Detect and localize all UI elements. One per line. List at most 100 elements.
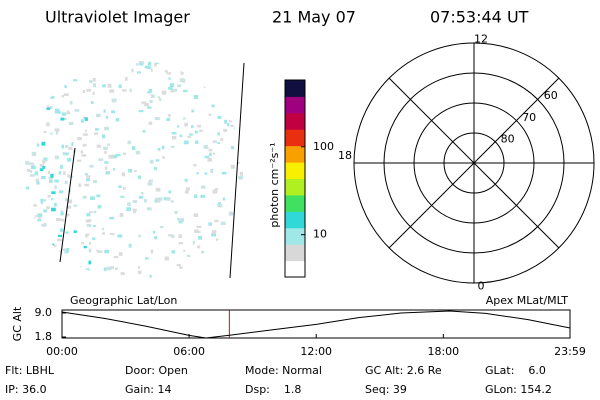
pixel — [212, 189, 218, 194]
pixel — [96, 61, 101, 65]
pixel — [26, 83, 31, 86]
pixel — [163, 197, 168, 201]
pixel — [159, 98, 162, 102]
x-tick-label: 00:00 — [46, 345, 78, 358]
pixel — [25, 107, 28, 111]
pixel — [238, 243, 243, 246]
pixel — [33, 204, 37, 207]
pixel — [152, 230, 156, 234]
pixel — [125, 76, 128, 81]
pixel — [104, 161, 109, 164]
pixel — [78, 183, 82, 187]
pixel — [157, 96, 160, 99]
limb-line — [59, 147, 76, 263]
pixel — [183, 89, 188, 93]
pixel — [144, 102, 149, 107]
pixel — [195, 140, 199, 144]
pixel — [29, 162, 34, 166]
pixel — [172, 135, 177, 140]
pixel — [82, 195, 87, 199]
pixel — [155, 187, 161, 192]
polar-ring — [383, 72, 565, 254]
pixel — [168, 114, 171, 117]
pixel — [148, 88, 153, 93]
pixel — [184, 279, 187, 280]
pixel — [147, 106, 152, 109]
pixel — [155, 159, 160, 162]
pixel — [71, 266, 77, 270]
pixel — [64, 251, 69, 254]
pixel — [87, 219, 92, 223]
pixel — [41, 141, 46, 146]
pixel — [30, 165, 36, 170]
y-axis-label: GC Alt — [11, 306, 24, 341]
pixel — [139, 63, 144, 66]
pixel — [121, 172, 126, 177]
colorbar-swatch — [285, 194, 305, 212]
pixel — [67, 174, 70, 178]
pixel — [231, 273, 236, 276]
pixel — [233, 266, 239, 270]
pixel — [226, 62, 231, 67]
pixel — [165, 196, 171, 201]
pixel — [138, 234, 141, 238]
pixel — [43, 273, 47, 278]
pixel — [58, 190, 64, 194]
pixel — [109, 233, 115, 236]
pixel — [212, 191, 217, 194]
pixel — [63, 93, 69, 97]
pixel — [221, 171, 227, 175]
pixel — [237, 161, 240, 165]
pixel — [46, 69, 52, 74]
pixel — [197, 66, 201, 71]
pixel — [26, 168, 31, 172]
pixel — [205, 271, 209, 275]
pixel — [108, 154, 114, 159]
pixel — [24, 205, 30, 210]
pixel — [204, 172, 208, 175]
info-field: Flt: LBHL — [5, 364, 55, 377]
pixel — [184, 122, 188, 127]
pixel — [178, 242, 183, 245]
pixel — [214, 260, 218, 264]
pixel — [115, 118, 120, 122]
pixel — [49, 105, 53, 109]
pixel — [83, 245, 87, 249]
pixel — [41, 265, 46, 270]
pixel — [54, 128, 60, 132]
pixel — [215, 238, 220, 242]
info-field: GC Alt: 2.6 Re — [365, 364, 442, 377]
pixel — [57, 234, 63, 238]
pixel — [146, 66, 152, 70]
pixel — [105, 171, 110, 175]
pixel — [103, 109, 106, 113]
pixel — [47, 105, 50, 108]
pixel — [166, 72, 172, 75]
pixel — [159, 226, 164, 229]
pixel — [32, 224, 37, 228]
pixel — [217, 141, 220, 145]
pixel — [25, 74, 29, 78]
pixel — [58, 250, 63, 255]
pixel — [120, 272, 125, 276]
pixel — [85, 268, 89, 272]
pixel — [73, 230, 77, 234]
pixel — [214, 219, 219, 223]
pixel — [40, 198, 44, 203]
pixel — [217, 115, 222, 119]
polar-hour-label: 12 — [474, 32, 488, 45]
pixel — [56, 261, 60, 266]
pixel — [157, 147, 161, 151]
colorbar-swatch — [285, 112, 305, 130]
pixel — [39, 168, 44, 172]
pixel — [137, 270, 142, 275]
pixel — [182, 78, 186, 83]
pixel — [197, 124, 202, 128]
pixel — [81, 154, 87, 157]
x-tick-label: 12:00 — [300, 345, 332, 358]
pixel — [139, 60, 142, 65]
pixel — [71, 142, 74, 146]
pixel — [153, 167, 157, 171]
pixel — [44, 88, 49, 93]
pixel — [242, 101, 243, 104]
